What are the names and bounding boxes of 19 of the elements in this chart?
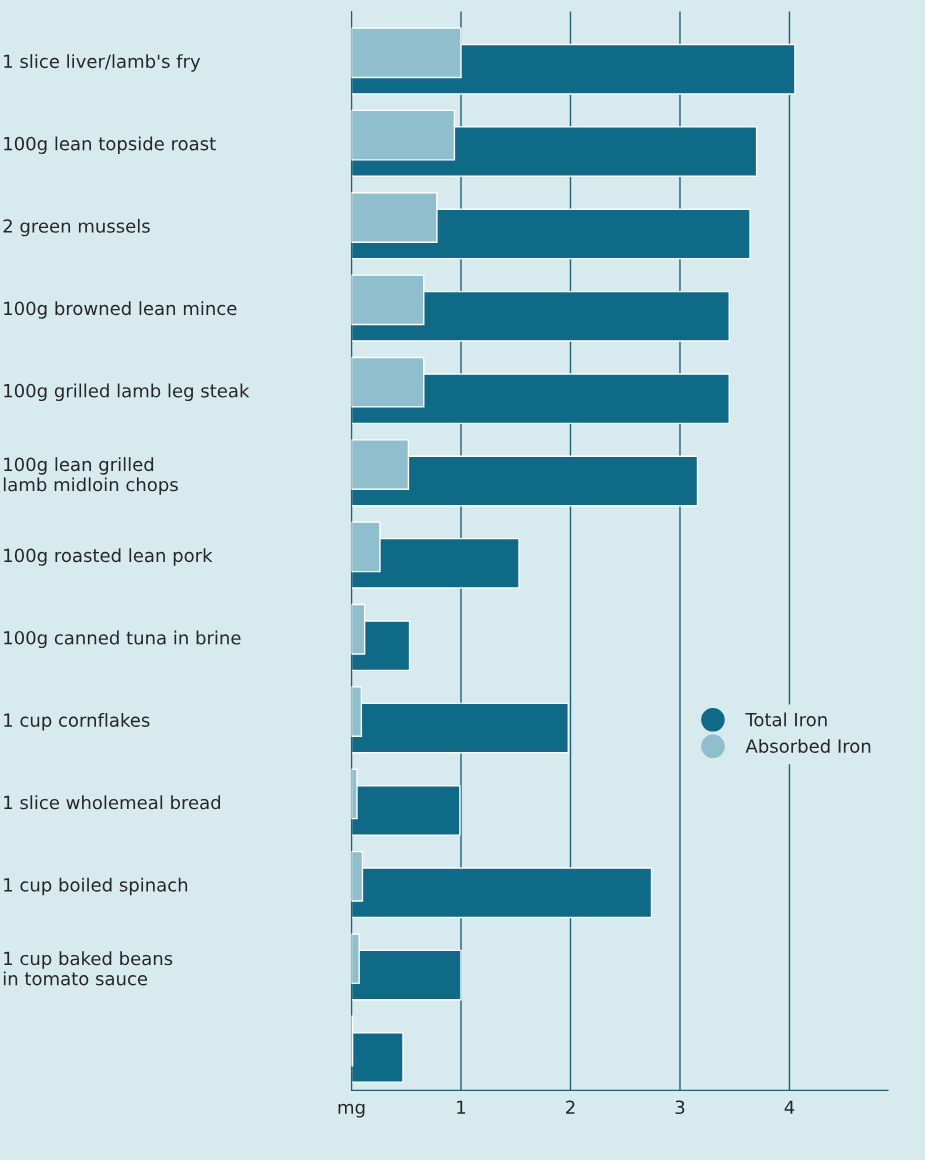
x-tick-label: 4 — [784, 1100, 795, 1114]
y-tick-label: 100g roasted lean pork — [4, 548, 213, 566]
legend-label: Total Iron — [745, 712, 827, 727]
y-tick-label: 1 cup cornflakes — [4, 712, 150, 731]
y-tick-label: 100g lean grilled lamb midloin chops — [3, 457, 178, 495]
x-tick-label: 2 — [566, 1100, 575, 1114]
x-tick-label: mg — [338, 1103, 365, 1118]
legend-label: Absorbed Iron — [745, 738, 871, 753]
y-tick-label: 100g canned tuna in brine — [4, 630, 241, 649]
y-tick-label: 1 cup boiled spinach — [4, 877, 188, 896]
y-tick-label: 2 green mussels — [3, 218, 150, 237]
y-tick-label: 100g browned lean mince — [4, 301, 237, 319]
y-tick-label: 1 cup baked beans in tomato sauce — [3, 951, 173, 986]
x-tick-label: 1 — [457, 1100, 466, 1114]
y-tick-label: 1 slice wholemeal bread — [4, 795, 221, 810]
y-tick-label: 1 slice liver/lamb's fry — [4, 54, 201, 72]
y-tick-label: 100g grilled lamb leg steak — [4, 383, 250, 402]
y-tick-label: 100g lean topside roast — [4, 136, 216, 154]
x-tick-label: 3 — [675, 1100, 685, 1115]
